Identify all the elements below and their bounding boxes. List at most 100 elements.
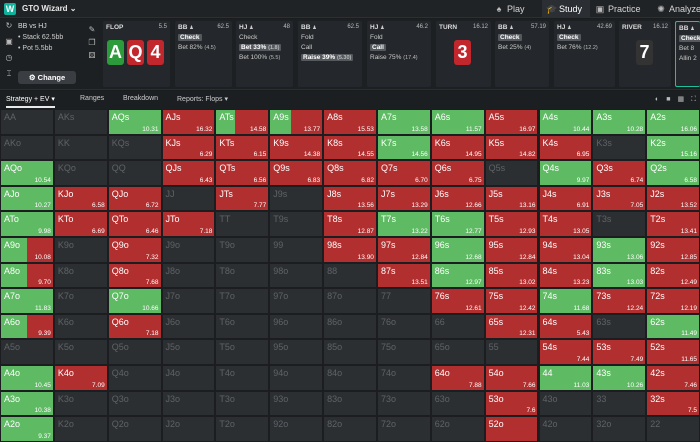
hand-cell-A6s[interactable]: A6s 11.57 [430, 109, 485, 135]
contrast-icon[interactable]: ◐ [655, 96, 660, 103]
bb1-action-1[interactable]: Bet 82% (4.5) [178, 44, 216, 51]
hand-cell-64o[interactable]: 64o 7.88 [430, 365, 485, 391]
hand-cell-99[interactable]: 99 [269, 237, 324, 263]
hand-cell-K9o[interactable]: K9o [53, 237, 108, 263]
hand-cell-A2s[interactable]: A2s 16.06 [646, 109, 700, 135]
hand-cell-97s[interactable]: 97s 12.84 [376, 237, 431, 263]
hand-cell-A4o[interactable]: A4o 10.45 [0, 365, 54, 391]
hand-cell-J2o[interactable]: J2o [161, 416, 216, 442]
flop-panel[interactable]: FLOP 5.5 A Q 4 [103, 21, 170, 87]
hand-cell-J6o[interactable]: J6o [161, 313, 216, 340]
hand-cell-KTo[interactable]: KTo 6.69 [53, 211, 108, 237]
hand-cell-J7o[interactable]: J7o [161, 288, 216, 314]
hand-cell-62o[interactable]: 62o [430, 416, 485, 442]
hand-cell-94o[interactable]: 94o [269, 365, 324, 391]
hand-cell-K2o[interactable]: K2o [53, 416, 108, 442]
hand-cell-22[interactable]: 22 [646, 416, 700, 442]
hj2-action-0[interactable]: Fold [370, 34, 383, 41]
hand-cell-K8s[interactable]: K8s 14.55 [323, 134, 377, 161]
hand-cell-AQs[interactable]: AQs 10.31 [107, 109, 162, 135]
hand-cell-42o[interactable]: 42o [538, 416, 593, 442]
hand-cell-93s[interactable]: 93s 13.06 [592, 237, 647, 263]
hj1-action-0[interactable]: Check [239, 34, 257, 41]
hand-cell-A6o[interactable]: A6o 9.39 [0, 313, 54, 340]
hand-cell-Q9o[interactable]: Q9o 7.32 [107, 237, 162, 263]
hand-cell-AJo[interactable]: AJo 10.27 [0, 185, 54, 212]
hand-cell-96o[interactable]: 96o [269, 313, 324, 340]
hj-action-panel-2[interactable]: HJ ♟ 46.2 Fold Call Raise 75% (17.4) [367, 21, 431, 87]
hand-cell-86o[interactable]: 86o [323, 313, 377, 340]
hj3-action-0[interactable]: Check [557, 34, 581, 41]
hand-cell-87o[interactable]: 87o [323, 288, 377, 314]
hand-cell-52s[interactable]: 52s 11.65 [646, 339, 700, 365]
hand-cell-98o[interactable]: 98o [269, 262, 324, 289]
hand-cell-J7s[interactable]: J7s 13.29 [376, 185, 431, 212]
bb3-action-0[interactable]: Check [498, 34, 522, 41]
hand-cell-73o[interactable]: 73o [376, 390, 431, 417]
hand-cell-54s[interactable]: 54s 7.44 [538, 339, 593, 365]
hand-cell-QTs[interactable]: QTs 6.56 [215, 160, 270, 186]
hand-cell-T4s[interactable]: T4s 13.05 [538, 211, 593, 237]
hand-cell-T5o[interactable]: T5o [215, 339, 270, 365]
hand-cell-84o[interactable]: 84o [323, 365, 377, 391]
change-button[interactable]: ⚙ Change [18, 71, 76, 84]
hand-cell-74s[interactable]: 74s 11.68 [538, 288, 593, 314]
gto-wizard-logo[interactable]: W [4, 3, 16, 15]
hand-cell-J8s[interactable]: J8s 13.56 [323, 185, 377, 212]
hj1-action-2[interactable]: Bet 100% (5.5) [239, 54, 280, 61]
bb2-action-1[interactable]: Call [301, 44, 312, 51]
hand-cell-A3o[interactable]: A3o 10.38 [0, 390, 54, 417]
tab-reports[interactable]: Reports: Flops ▾ [177, 95, 228, 103]
hand-cell-T6s[interactable]: T6s 12.77 [430, 211, 485, 237]
hand-cell-54o[interactable]: 54o 7.66 [484, 365, 539, 391]
hand-cell-92s[interactable]: 92s 12.85 [646, 237, 700, 263]
bb4-action-2[interactable]: Allin 2 [679, 55, 697, 62]
tab-ranges[interactable]: Ranges [80, 95, 105, 102]
hand-cell-A8s[interactable]: A8s 15.53 [323, 109, 377, 135]
hand-cell-55[interactable]: 55 [484, 339, 539, 365]
hand-cell-TT[interactable]: TT [215, 211, 270, 237]
square-icon[interactable]: ■ [666, 96, 671, 103]
hand-cell-J2s[interactable]: J2s 13.52 [646, 185, 700, 212]
bb-action-panel-3[interactable]: BB ♟ 57.19 Check Bet 25% (4) [495, 21, 549, 87]
hand-cell-85s[interactable]: 85s 13.02 [484, 262, 539, 289]
hand-cell-QJs[interactable]: QJs 6.43 [161, 160, 216, 186]
hand-cell-85o[interactable]: 85o [323, 339, 377, 365]
hand-cell-T5s[interactable]: T5s 12.93 [484, 211, 539, 237]
hand-cell-72o[interactable]: 72o [376, 416, 431, 442]
hand-cell-82o[interactable]: 82o [323, 416, 377, 442]
hand-cell-ATo[interactable]: ATo 9.98 [0, 211, 54, 237]
hand-cell-AA[interactable]: AA [0, 109, 54, 135]
hand-cell-92o[interactable]: 92o [269, 416, 324, 442]
hand-cell-88[interactable]: 88 [323, 262, 377, 289]
hand-cell-J3o[interactable]: J3o [161, 390, 216, 417]
hand-cell-Q4o[interactable]: Q4o [107, 365, 162, 391]
hand-cell-AKo[interactable]: AKo [0, 134, 54, 161]
pencil-icon[interactable]: ✎ [88, 25, 96, 34]
hand-cell-K5o[interactable]: K5o [53, 339, 108, 365]
hand-cell-T4o[interactable]: T4o [215, 365, 270, 391]
hand-cell-95o[interactable]: 95o [269, 339, 324, 365]
hand-cell-72s[interactable]: 72s 12.19 [646, 288, 700, 314]
hand-cell-96s[interactable]: 96s 12.68 [430, 237, 485, 263]
hand-cell-J4o[interactable]: J4o [161, 365, 216, 391]
hand-cell-J5o[interactable]: J5o [161, 339, 216, 365]
tab-strategy-ev[interactable]: Strategy + EV ▾ [6, 95, 55, 108]
hand-cell-Q5o[interactable]: Q5o [107, 339, 162, 365]
bb1-action-0[interactable]: Check [178, 34, 202, 41]
hand-cell-83s[interactable]: 83s 13.03 [592, 262, 647, 289]
hand-cell-K2s[interactable]: K2s 15.16 [646, 134, 700, 161]
bb3-action-1[interactable]: Bet 25% (4) [498, 44, 531, 51]
hand-cell-T3o[interactable]: T3o [215, 390, 270, 417]
hand-cell-K6o[interactable]: K6o [53, 313, 108, 340]
hand-cell-A9s[interactable]: A9s 13.77 [269, 109, 324, 135]
hand-cell-86s[interactable]: 86s 12.97 [430, 262, 485, 289]
hand-cell-T8s[interactable]: T8s 12.87 [323, 211, 377, 237]
hand-cell-J8o[interactable]: J8o [161, 262, 216, 289]
hand-cell-J4s[interactable]: J4s 6.91 [538, 185, 593, 212]
hand-cell-Q4s[interactable]: Q4s 9.97 [538, 160, 593, 186]
hand-cell-K7s[interactable]: K7s 14.56 [376, 134, 431, 161]
hand-cell-KJo[interactable]: KJo 6.58 [53, 185, 108, 212]
hand-cell-53s[interactable]: 53s 7.49 [592, 339, 647, 365]
hand-cell-84s[interactable]: 84s 13.23 [538, 262, 593, 289]
